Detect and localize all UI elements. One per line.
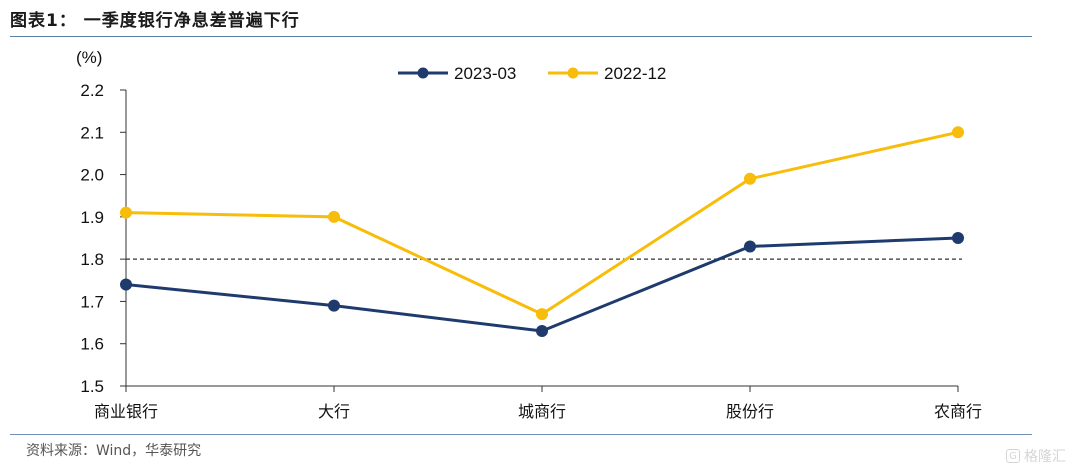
data-point-2022-12 [744, 172, 756, 185]
x-category-label: 大行 [318, 402, 350, 421]
y-tick-label: 2.0 [80, 166, 104, 185]
line-chart: (%) 2023-03 2022-12 1.5 1.6 1.7 1.8 1.9 2.0 2.1… [76, 48, 982, 421]
series-group [120, 126, 964, 338]
y-tick-label: 2.1 [80, 123, 104, 142]
data-point-2023-03 [120, 278, 132, 291]
legend-item: 2022-12 [548, 64, 666, 83]
y-tick-label: 2.2 [80, 81, 104, 100]
x-category-label: 城商行 [518, 402, 566, 421]
x-axis: 商业银行 大行 城商行 股份行 农商行 [94, 385, 982, 421]
source-note: 资料来源：Wind，华泰研究 [26, 443, 202, 459]
legend-item: 2023-03 [398, 64, 516, 83]
data-point-2022-12 [536, 308, 548, 321]
watermark-logo-icon: G [1006, 449, 1020, 463]
data-point-2022-12 [120, 206, 132, 219]
top-rule [10, 36, 1032, 37]
x-category-label: 股份行 [726, 402, 774, 421]
bottom-rule [10, 434, 1032, 435]
legend-label: 2023-03 [454, 64, 516, 83]
y-axis-unit-label: (%) [76, 48, 102, 67]
y-tick-label: 1.6 [80, 335, 104, 354]
data-point-2023-03 [744, 240, 756, 253]
legend-marker [417, 67, 429, 79]
legend-label: 2022-12 [604, 64, 666, 83]
chart-legend: 2023-03 2022-12 [398, 64, 666, 83]
y-axis: 1.5 1.6 1.7 1.8 1.9 2.0 2.1 2.2 [80, 81, 127, 396]
data-point-2023-03 [952, 232, 964, 244]
data-point-2023-03 [328, 299, 340, 312]
watermark: G 格隆汇 [1006, 446, 1066, 466]
data-point-2023-03 [536, 325, 548, 338]
figure-title: 图表1： 一季度银行净息差普遍下行 [10, 11, 300, 31]
y-tick-label: 1.8 [80, 250, 104, 269]
legend-marker [567, 67, 579, 79]
y-tick-label: 1.5 [80, 377, 104, 396]
y-tick-label: 1.9 [80, 208, 104, 227]
x-category-label: 商业银行 [94, 402, 158, 421]
watermark-text: 格隆汇 [1024, 449, 1066, 465]
data-point-2022-12 [952, 126, 964, 139]
series-line-2022-12 [125, 130, 959, 316]
y-tick-label: 1.7 [80, 292, 104, 311]
data-point-2022-12 [328, 210, 340, 223]
x-category-label: 农商行 [934, 402, 982, 421]
